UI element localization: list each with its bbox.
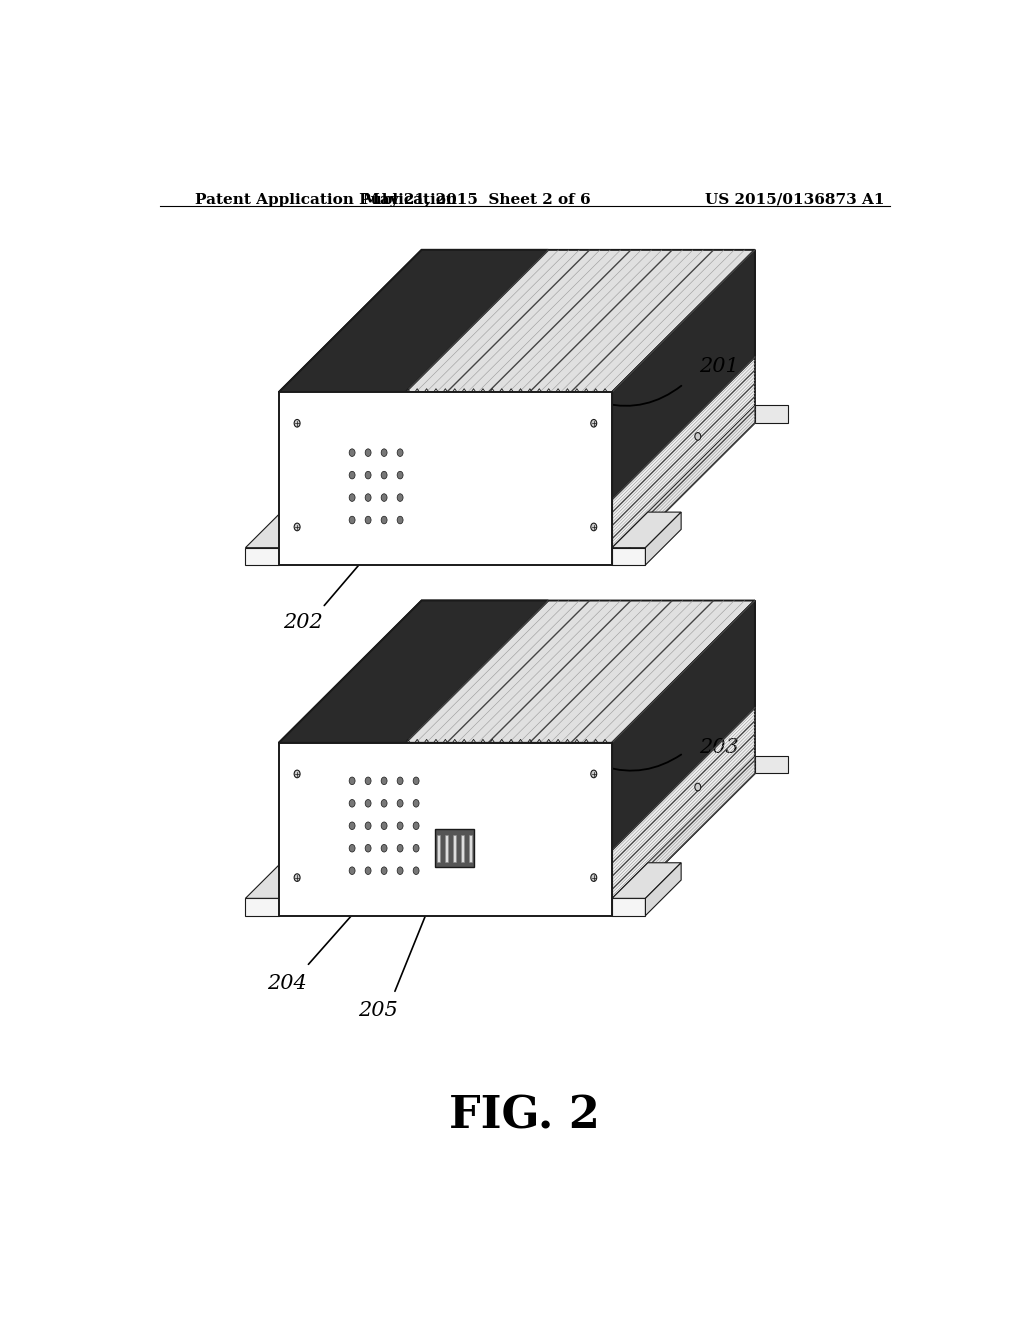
Circle shape [591,523,597,531]
Polygon shape [279,249,548,392]
Text: US 2015/0136873 A1: US 2015/0136873 A1 [705,193,885,207]
Circle shape [397,845,403,851]
Circle shape [397,867,403,874]
Circle shape [413,777,419,784]
Polygon shape [246,863,314,899]
Text: 205: 205 [358,1001,398,1019]
Circle shape [695,433,700,440]
Bar [445,836,449,862]
Circle shape [349,471,355,479]
Circle shape [349,822,355,829]
Circle shape [381,822,387,829]
Text: 203: 203 [699,738,739,758]
Circle shape [397,494,403,502]
Circle shape [366,822,371,829]
Circle shape [381,845,387,851]
Circle shape [381,449,387,457]
Circle shape [349,516,355,524]
Circle shape [413,822,419,829]
Circle shape [366,494,371,502]
Circle shape [397,800,403,807]
Bar [437,836,440,862]
Circle shape [381,867,387,874]
Polygon shape [246,548,279,565]
Polygon shape [612,756,755,916]
Text: 201: 201 [699,358,739,376]
Circle shape [413,800,419,807]
Circle shape [366,867,371,874]
Polygon shape [612,512,681,548]
Circle shape [381,516,387,524]
Circle shape [366,777,371,784]
Circle shape [349,494,355,502]
Polygon shape [612,601,755,916]
Polygon shape [612,548,645,565]
Circle shape [695,783,700,791]
Polygon shape [246,899,279,916]
Polygon shape [645,512,681,565]
Polygon shape [612,249,755,499]
Text: FIG. 2: FIG. 2 [450,1094,600,1138]
Circle shape [349,777,355,784]
Circle shape [294,874,300,882]
Circle shape [397,516,403,524]
Polygon shape [435,829,474,867]
Polygon shape [246,512,314,548]
Polygon shape [612,863,681,899]
Polygon shape [279,392,612,565]
Circle shape [591,770,597,777]
Circle shape [294,770,300,777]
Circle shape [397,449,403,457]
Text: 202: 202 [283,614,323,632]
Circle shape [381,800,387,807]
Text: 204: 204 [267,974,306,993]
Polygon shape [279,249,755,392]
Circle shape [349,800,355,807]
Polygon shape [755,756,788,774]
Circle shape [349,845,355,851]
Circle shape [366,800,371,807]
Circle shape [366,471,371,479]
Circle shape [381,777,387,784]
Bar [469,836,472,862]
Circle shape [591,420,597,428]
Polygon shape [612,601,755,850]
Polygon shape [612,405,755,565]
Circle shape [366,449,371,457]
Circle shape [349,867,355,874]
Circle shape [366,516,371,524]
Circle shape [397,777,403,784]
Circle shape [294,523,300,531]
Circle shape [591,874,597,882]
Polygon shape [755,405,788,422]
Polygon shape [279,743,612,916]
Polygon shape [612,899,645,916]
Text: May 21, 2015  Sheet 2 of 6: May 21, 2015 Sheet 2 of 6 [364,193,591,207]
Circle shape [413,845,419,851]
Bar [453,836,456,862]
Bar [461,836,464,862]
Circle shape [294,420,300,428]
Polygon shape [612,249,755,565]
Circle shape [366,845,371,851]
Polygon shape [645,863,681,916]
Polygon shape [279,601,548,743]
Circle shape [397,471,403,479]
Text: Patent Application Publication: Patent Application Publication [196,193,458,207]
Circle shape [397,822,403,829]
Circle shape [349,449,355,457]
Circle shape [381,494,387,502]
Circle shape [413,867,419,874]
Polygon shape [279,601,755,743]
Circle shape [381,471,387,479]
